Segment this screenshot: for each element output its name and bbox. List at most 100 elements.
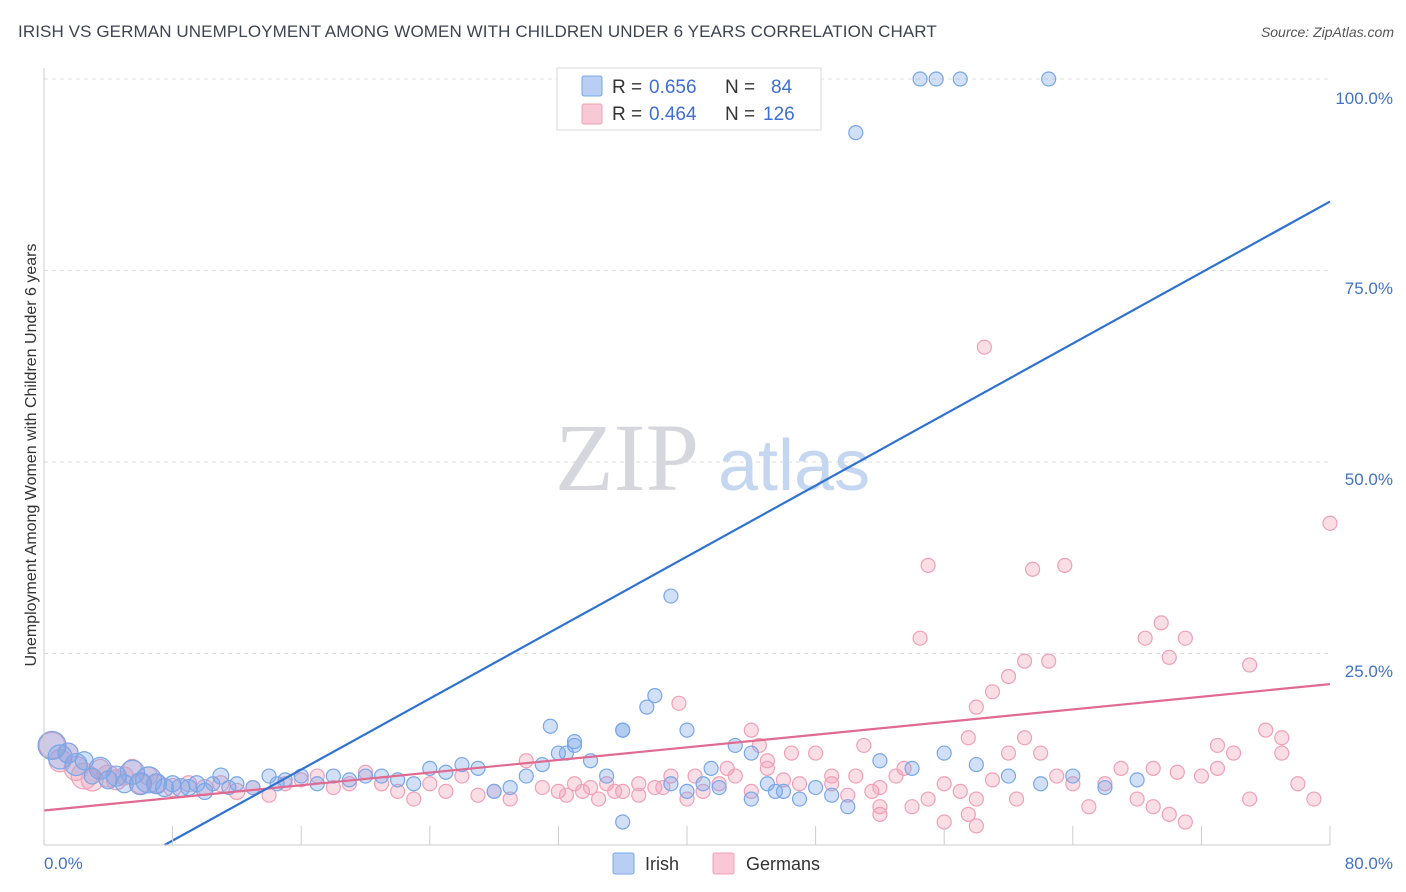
germans-point-24 xyxy=(325,779,341,796)
irish-point-55 xyxy=(679,783,695,799)
bottom-legend-label-irish[interactable]: Irish xyxy=(645,854,679,874)
bottom-legend-swatch-germans[interactable] xyxy=(712,852,735,875)
germans-point-61 xyxy=(920,791,936,807)
germans-point-65 xyxy=(984,772,1001,788)
irish-point-72 xyxy=(968,756,984,773)
germans-point-67 xyxy=(1016,730,1033,746)
germans-point-110 xyxy=(1145,760,1161,777)
germans-point-41 xyxy=(599,776,615,792)
germans-point-57 xyxy=(856,737,872,754)
germans-point-109 xyxy=(976,339,992,355)
germans-point-126 xyxy=(607,783,623,799)
germans-point-124 xyxy=(655,779,671,796)
x-tick-label-max: 80.0% xyxy=(1345,854,1393,873)
germans-point-94 xyxy=(984,684,1001,700)
germans-point-40 xyxy=(582,779,599,796)
germans-point-118 xyxy=(783,745,800,761)
germans-point-101 xyxy=(1137,630,1153,646)
stats-legend: R = 0.656 N = 84 R = 0.464 N = 126 xyxy=(556,67,822,131)
irish-point-11 xyxy=(128,772,153,796)
y-axis-title: Unemployment Among Women with Children U… xyxy=(23,243,40,666)
germans-point-112 xyxy=(1008,791,1025,807)
legend-r-value-irish: 0.656 xyxy=(649,77,697,98)
legend-r-label-germans: R = xyxy=(612,104,642,125)
irish-point-43 xyxy=(534,756,550,773)
germans-point-79 xyxy=(1209,760,1226,777)
irish-point-10 xyxy=(119,759,146,785)
y-tick-label-25: 25.0% xyxy=(1345,662,1393,681)
irish-point-87 xyxy=(1041,71,1057,87)
germans-point-107 xyxy=(1274,745,1290,761)
germans-point-56 xyxy=(840,787,856,803)
irish-point-47 xyxy=(599,768,615,784)
irish-point-63 xyxy=(791,791,808,807)
germans-point-104 xyxy=(1177,630,1193,646)
irish-point-75 xyxy=(1065,768,1081,784)
germans-point-39 xyxy=(566,776,583,792)
irish-point-53 xyxy=(647,688,663,704)
irish-point-64 xyxy=(807,779,824,796)
germans-point-28 xyxy=(390,783,406,799)
germans-point-80 xyxy=(1225,745,1242,761)
bottom-legend-swatch-irish[interactable] xyxy=(612,852,635,875)
bottom-legend-label-germans[interactable]: Germans xyxy=(746,854,820,874)
irish-point-35 xyxy=(406,776,422,792)
irish-point-54 xyxy=(663,776,679,792)
germans-point-55 xyxy=(824,768,840,784)
y-tick-label-75: 75.0% xyxy=(1345,279,1393,298)
germans-point-87 xyxy=(743,722,759,738)
irish-point-14 xyxy=(154,777,175,798)
irish-point-58 xyxy=(711,779,727,796)
series-legend[interactable]: Irish Germans xyxy=(612,852,820,875)
germans-point-73 xyxy=(1113,760,1129,777)
germans-points xyxy=(38,339,1338,834)
germans-point-113 xyxy=(872,806,888,822)
legend-swatch-irish xyxy=(581,75,603,97)
germans-point-111 xyxy=(1169,764,1185,780)
germans-point-42 xyxy=(615,783,631,799)
germans-point-105 xyxy=(1209,737,1226,754)
irish-point-42 xyxy=(518,768,534,784)
source-label: Source: ZipAtlas.com xyxy=(1260,24,1394,40)
germans-point-125 xyxy=(631,776,647,792)
germans-point-76 xyxy=(1161,806,1177,822)
irish-point-73 xyxy=(1000,768,1017,784)
germans-point-128 xyxy=(574,783,591,799)
watermark: ZIP atlas xyxy=(555,404,870,511)
germans-point-127 xyxy=(590,791,607,807)
legend-n-label-germans: N = xyxy=(725,104,755,125)
germans-point-120 xyxy=(864,783,880,799)
irish-point-62 xyxy=(775,783,792,799)
germans-trendline xyxy=(43,683,1331,812)
germans-point-85 xyxy=(1306,791,1322,807)
germans-point-96 xyxy=(1016,653,1033,669)
legend-n-value-germans: 126 xyxy=(763,104,795,125)
legend-n-label-irish: N = xyxy=(725,77,755,98)
irish-point-51 xyxy=(615,722,631,738)
irish-point-71 xyxy=(936,745,952,761)
germans-point-45 xyxy=(663,768,679,784)
irish-point-85 xyxy=(928,71,944,87)
germans-point-38 xyxy=(550,783,567,799)
irish-point-79 xyxy=(679,722,695,738)
germans-point-60 xyxy=(904,799,920,815)
germans-point-97 xyxy=(1041,653,1057,669)
germans-point-22 xyxy=(293,772,309,788)
germans-point-48 xyxy=(711,776,727,792)
germans-point-35 xyxy=(502,791,518,807)
y-tick-label-50: 50.0% xyxy=(1345,470,1393,489)
germans-point-122 xyxy=(719,760,735,777)
germans-point-108 xyxy=(1322,515,1338,531)
germans-point-51 xyxy=(759,753,775,769)
germans-point-81 xyxy=(1242,791,1258,807)
germans-point-123 xyxy=(687,768,703,784)
irish-point-8 xyxy=(105,765,127,787)
germans-point-33 xyxy=(470,787,486,803)
irish-point-80 xyxy=(566,737,583,754)
irish-point-86 xyxy=(952,71,968,87)
germans-point-72 xyxy=(1097,776,1113,792)
germans-point-46 xyxy=(679,791,695,807)
irish-point-65 xyxy=(824,787,840,803)
irish-point-76 xyxy=(1097,779,1113,796)
germans-point-82 xyxy=(1258,722,1274,738)
